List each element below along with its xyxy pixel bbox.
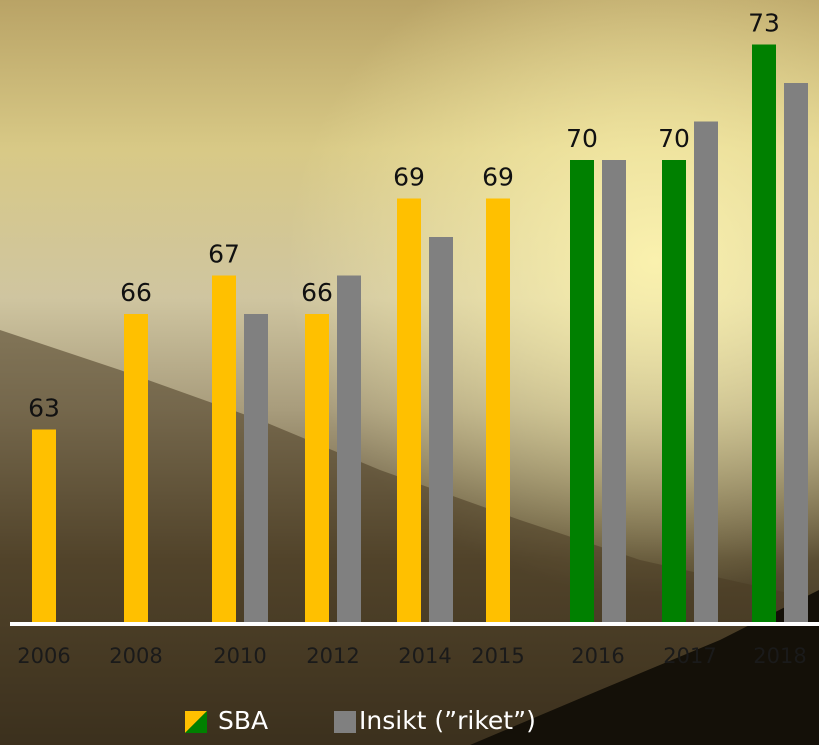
data-label: 67 [208,240,240,269]
data-label: 66 [301,278,333,307]
bar [212,276,236,623]
data-label: 66 [120,278,152,307]
x-tick-label: 2017 [663,644,716,668]
x-tick-label: 2018 [753,644,806,668]
bar [397,199,421,623]
x-tick-label: 2010 [213,644,266,668]
x-tick-label: 2012 [306,644,359,668]
bar [244,314,268,622]
x-tick-label: 2016 [571,644,624,668]
bar [124,314,148,622]
x-tick-label: 2006 [17,644,70,668]
bar [784,83,808,622]
x-axis-line [10,622,819,626]
bar [486,199,510,623]
legend: SBA Insikt (”riket”) [185,706,536,735]
legend-label: Insikt (”riket”) [359,706,536,735]
legend-swatch [334,711,356,733]
x-tick-label: 2015 [471,644,524,668]
bar [429,237,453,622]
x-tick-label: 2008 [109,644,162,668]
legend-label: SBA [218,706,268,735]
data-label: 70 [658,124,690,153]
bar [305,314,329,622]
bar [570,160,594,622]
data-label: 63 [28,394,60,423]
bar [662,160,686,622]
bar [32,430,56,623]
data-label: 73 [748,9,780,38]
bar [337,276,361,623]
bar [752,45,776,623]
page: {"chart_data": {"type": "bar", "categori… [0,0,819,745]
chart: SBA Insikt (”riket”) 2006 63 2008 66 2010 67 20… [0,0,819,745]
data-label: 69 [393,163,425,192]
data-label: 69 [482,163,514,192]
x-tick-label: 2014 [398,644,451,668]
bar [602,160,626,622]
bar [694,122,718,623]
data-label: 70 [566,124,598,153]
